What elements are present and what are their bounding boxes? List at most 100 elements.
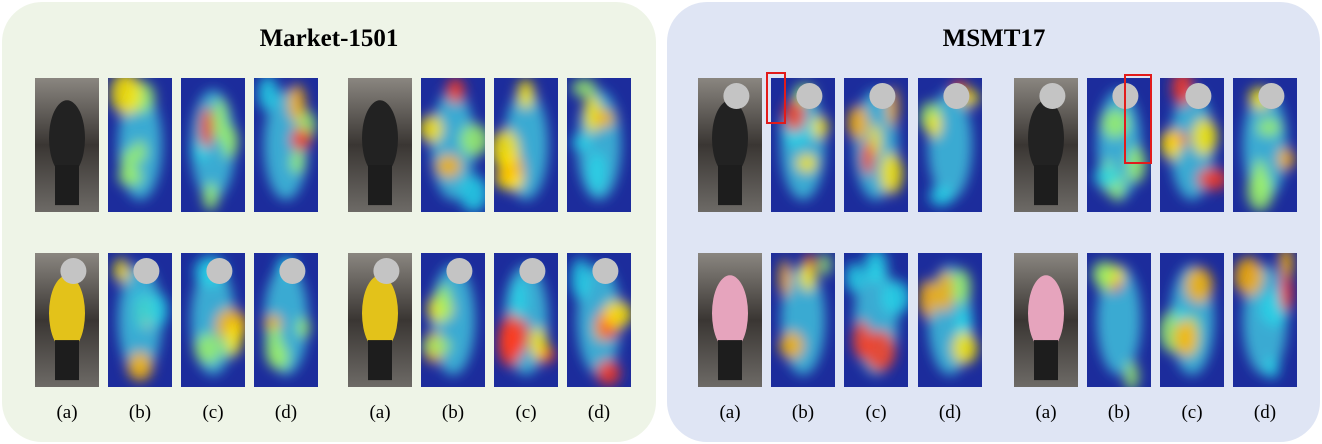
subfigure-label: (d) [588,402,610,423]
person [1028,275,1064,351]
legs [1034,340,1058,380]
heat-blob [498,324,522,367]
heat-blob [1234,257,1263,296]
heat-blob [596,360,620,385]
heat-blob [779,332,804,359]
face-mask [206,258,232,284]
face-mask [279,258,305,284]
face-mask [519,258,545,284]
person [362,275,398,351]
heat-blob [1185,267,1213,303]
person [362,100,398,176]
heat-blob [1192,118,1218,155]
image [771,253,835,387]
heat-blob [596,109,615,127]
subfigure-label: (d) [1254,402,1276,423]
heat-blob [274,345,290,371]
heat-blob [227,321,242,356]
image [567,253,632,387]
heat-blob [1092,261,1116,286]
heat-blob [1174,320,1198,357]
heat-blob [603,300,632,328]
heat-blob [1257,118,1282,137]
heat-blob [927,113,941,138]
heat-blob [1252,159,1267,197]
face-mask [869,83,895,109]
image [1233,78,1297,212]
image [918,253,982,387]
legs [55,340,79,380]
heat-blob [1161,129,1182,160]
heat-blob [587,151,606,193]
heat-blob [121,149,136,181]
panel-title: MSMT17 [943,25,1046,52]
heat-blob [861,141,874,175]
heat-blob [459,175,488,212]
legs [1034,165,1058,205]
heat-blob [819,253,831,275]
heat-blob [919,279,937,318]
heat-blob [422,338,451,355]
heat-blob [779,260,791,297]
heat-blob [936,271,954,313]
image [1014,253,1078,387]
image [1159,253,1224,387]
image [181,253,247,387]
face-mask [446,258,472,284]
image [918,78,982,212]
heat-blob [799,262,816,291]
heat-blob [110,72,141,115]
person [1028,100,1064,176]
image [844,248,911,387]
image [108,253,172,387]
face-mask [1185,83,1211,109]
heat-blob [194,334,222,364]
face-mask [592,258,618,284]
heat-blob [864,248,887,284]
image [108,72,172,212]
image [771,78,835,212]
heat-blob [127,352,153,381]
heat-blob [419,115,443,143]
heat-blob [881,280,911,315]
heat-blob [460,124,489,156]
subfigure-label: (b) [792,402,814,423]
heat-blob [491,129,520,169]
image [1087,78,1151,212]
image [1160,70,1228,212]
subfigure-label: (a) [719,402,740,423]
face-mask [133,258,159,284]
heat-blob [290,151,305,173]
face-mask [373,258,399,284]
subfigure-label: (b) [129,402,151,423]
heat-blob [572,79,596,97]
subfigure-label: (c) [865,402,886,423]
heat-blob [114,259,130,284]
person [712,275,748,351]
image [494,253,558,387]
heat-blob [435,154,462,177]
face-mask [723,83,749,109]
heat-blob [1094,166,1120,188]
legs [718,340,742,380]
heat-blob [146,293,168,329]
image [181,78,245,212]
image [35,253,99,387]
image [348,78,412,212]
image [844,78,908,212]
heat-blob [1265,357,1279,379]
image [698,78,762,212]
heat-blob [203,183,219,211]
heat-blob [812,116,829,139]
heat-blob [296,318,310,339]
subfigure-label: (d) [939,402,961,423]
subfigure-label: (c) [202,402,223,423]
heat-blob [517,79,535,109]
heat-blob [796,154,818,173]
heat-blob [571,258,591,300]
subfigure-label: (d) [275,402,297,423]
heat-blob [848,105,869,140]
heat-blob [530,327,548,359]
subfigure-label: (b) [1108,402,1130,423]
image [348,253,412,387]
